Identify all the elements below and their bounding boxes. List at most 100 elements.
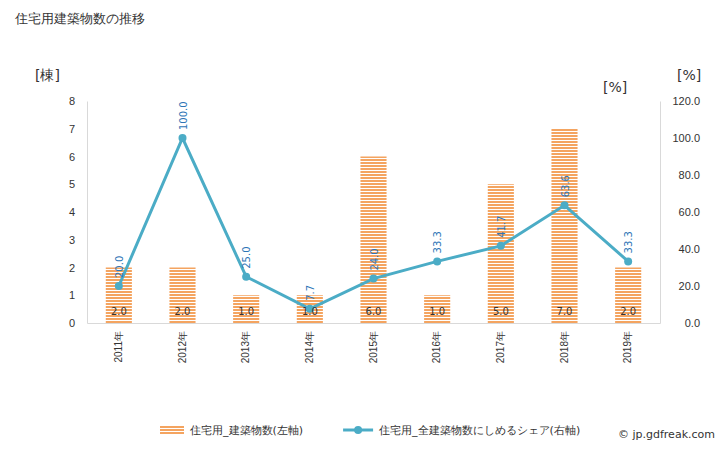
y-tick-label: 3 (69, 234, 75, 246)
y2-tick: 0.0 (660, 317, 700, 329)
y-axis: 0 1 2 3 4 5 6 7 8 (69, 95, 88, 329)
y2-axis-line (660, 102, 661, 324)
line-label: 7.7 (305, 285, 316, 301)
x-tick-label: 2015年 (368, 331, 379, 363)
bar (488, 184, 514, 323)
bar (169, 268, 195, 324)
line (119, 138, 628, 309)
title: 住宅用建築物数の推移 (14, 11, 145, 26)
y-tick-label: 8 (69, 95, 75, 107)
y2-tick-label: 40.0 (679, 243, 700, 255)
y-tick: 3 (69, 234, 87, 246)
y2-tick: 20.0 (660, 280, 700, 292)
x-tick: 2017年 (495, 323, 506, 363)
line-label: 100.0 (178, 101, 189, 130)
legend-label: 住宅用_全建築物数にしめるシェア(右軸) (379, 424, 580, 437)
y-tick: 0 (69, 317, 87, 329)
line-label: 24.0 (369, 248, 380, 270)
y-tick: 2 (69, 262, 87, 274)
y-tick: 5 (69, 178, 87, 190)
bar-label: 7.0 (557, 306, 573, 317)
x-tick: 2014年 (304, 323, 315, 363)
data-labels: 2.02.01.01.06.01.05.07.02.020.0100.025.0… (111, 101, 636, 317)
x-tick: 2016年 (431, 323, 442, 363)
y-tick-label: 2 (69, 262, 75, 274)
y2-tick: 100.0 (660, 132, 700, 144)
y2-tick-label: 120.0 (672, 95, 700, 107)
line-point (115, 282, 123, 290)
x-tick: 2015年 (368, 323, 379, 363)
line-point (433, 257, 441, 265)
y2-tick-label: 100.0 (672, 132, 700, 144)
y-tick: 8 (69, 95, 87, 107)
bar (233, 295, 259, 323)
bar (360, 157, 386, 324)
annotation: [%] (603, 79, 627, 95)
y-tick-label: 4 (69, 206, 75, 218)
line-point (179, 134, 187, 142)
bar-label: 2.0 (620, 306, 636, 317)
x-axis: 2011年 2012年 2013年 2014年 2015年 2016年 2017年 2018年… (88, 323, 661, 363)
x-tick: 2019年 (622, 323, 633, 363)
y2-tick-label: 60.0 (679, 206, 700, 218)
y-tick: 1 (69, 289, 87, 301)
line-label: 63.6 (560, 175, 571, 197)
y-tick-label: 6 (69, 151, 75, 163)
y-tick-label: 0 (69, 317, 75, 329)
x-tick-label: 2019年 (622, 331, 633, 363)
line-point (624, 257, 632, 265)
bar-label: 1.0 (238, 306, 254, 317)
bar (615, 268, 641, 324)
bar-label: 1.0 (302, 306, 318, 317)
x-tick: 2012年 (177, 323, 188, 363)
y2-tick-label: 0.0 (685, 317, 700, 329)
y2-tick: 120.0 (660, 95, 700, 107)
y-tick: 7 (69, 123, 87, 135)
line-label: 20.0 (114, 256, 125, 278)
bar (551, 129, 577, 323)
bar-label: 2.0 (111, 306, 127, 317)
bar-label: 5.0 (493, 306, 509, 317)
line-point (370, 275, 378, 283)
x-tick-label: 2011年 (113, 331, 124, 363)
y2-tick: 60.0 (660, 206, 700, 218)
copyright: © jp.gdfreak.com (618, 428, 715, 441)
y-tick-label: 7 (69, 123, 75, 135)
x-axis-line (88, 323, 661, 324)
legend-marker (354, 426, 362, 434)
legend-label: 住宅用_建築物数(左軸) (190, 424, 303, 437)
x-tick-label: 2012年 (177, 331, 188, 363)
x-tick-label: 2013年 (240, 331, 251, 363)
y-tick: 4 (69, 206, 87, 218)
y2-tick-label: 80.0 (679, 169, 700, 181)
bar-label: 1.0 (429, 306, 445, 317)
line-point (497, 242, 505, 250)
y-tick: 6 (69, 151, 87, 163)
legend: 住宅用_建築物数(左軸) 住宅用_全建築物数にしめるシェア(右軸) (160, 424, 580, 437)
y2-tick: 40.0 (660, 243, 700, 255)
x-tick-label: 2016年 (431, 331, 442, 363)
line-point (561, 201, 569, 209)
x-tick: 2011年 (113, 323, 124, 363)
bar (424, 295, 450, 323)
legend-swatch (160, 425, 184, 435)
line-point (242, 273, 250, 281)
x-tick: 2018年 (559, 323, 570, 363)
y2-tick: 80.0 (660, 169, 700, 181)
line-label: 33.3 (432, 231, 443, 253)
line-label: 33.3 (623, 231, 634, 253)
chart: 住宅用建築物数の推移 [棟] [%] [%] © jp.gdfreak.com 0 1 2 3 4… (0, 0, 728, 450)
x-tick-label: 2018年 (559, 331, 570, 363)
y-axis-title: [棟] (35, 67, 60, 83)
y-axis-line (87, 102, 88, 324)
y-tick-label: 5 (69, 178, 75, 190)
line-label: 41.7 (496, 216, 507, 238)
y-tick-label: 1 (69, 289, 75, 301)
line-label: 25.0 (241, 246, 252, 268)
bar-label: 6.0 (366, 306, 382, 317)
plot-area (106, 129, 641, 323)
y2-axis-title: [%] (677, 67, 701, 83)
y2-tick-label: 20.0 (679, 280, 700, 292)
y2-axis: 0.0 20.0 40.0 60.0 80.0 100.0 120.0 (660, 95, 700, 329)
x-tick-label: 2017年 (495, 331, 506, 363)
